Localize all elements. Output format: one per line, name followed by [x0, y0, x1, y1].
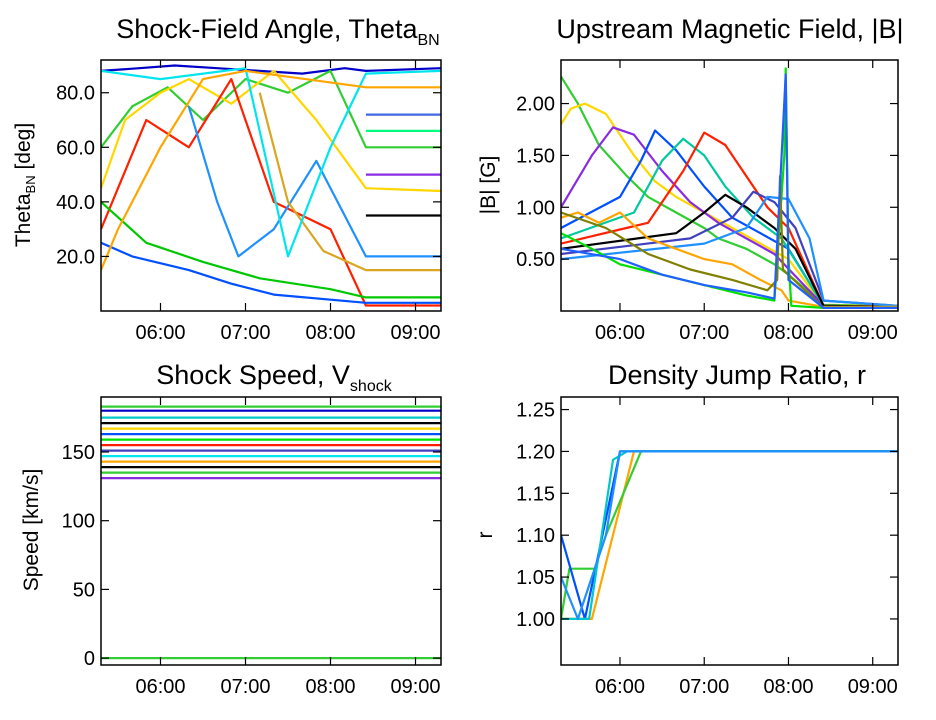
series-line — [561, 67, 898, 309]
y-tick-label: 1.00 — [516, 197, 555, 219]
x-tick-label: 07:00 — [220, 676, 270, 698]
plot-frame — [100, 59, 442, 312]
series-line — [561, 137, 898, 308]
tick-layer: 06:00 07:00 08:00 09:00 20.0 40.0 60.0 80.0 — [56, 60, 441, 344]
x-tick-label: 06:00 — [135, 322, 185, 344]
y-axis-label: ThetaBN [deg] — [12, 123, 38, 247]
x-tick-label: 08:00 — [763, 322, 813, 344]
data-layer — [101, 405, 441, 660]
y-axis-label: r — [474, 532, 497, 539]
plot-area: 06:00 07:00 08:00 09:00 0.50 1.00 1.50 2.00 — [516, 59, 899, 344]
x-tick-label: 08:00 — [305, 676, 355, 698]
data-layer — [101, 64, 441, 307]
x-tick-label: 09:00 — [390, 322, 440, 344]
y-tick-label: 40.0 — [56, 192, 95, 214]
x-tick-label: 06:00 — [595, 676, 645, 698]
x-tick-label: 09:00 — [848, 322, 898, 344]
y-tick-label: 1.05 — [516, 567, 555, 589]
y-tick-label: 20.0 — [56, 246, 95, 268]
series-line — [101, 69, 441, 271]
y-tick-label: 1.15 — [516, 483, 555, 505]
y-axis-label: Speed [km/s] — [20, 469, 43, 592]
plot-frame — [560, 59, 899, 312]
y-axis-label: |B| [G] — [477, 156, 500, 215]
x-tick-label: 07:00 — [679, 322, 729, 344]
series-line — [101, 201, 441, 299]
y-tick-label: 0 — [84, 648, 95, 670]
y-tick-label: 60.0 — [56, 137, 95, 159]
x-tick-label: 09:00 — [390, 676, 440, 698]
series-line — [258, 92, 441, 272]
y-tick-label: 0.50 — [516, 249, 555, 271]
plot-frame — [560, 396, 899, 666]
series-line — [561, 175, 898, 309]
series-line — [561, 73, 898, 309]
series-line — [101, 64, 441, 75]
chart-title: Upstream Magnetic Field, |B| — [556, 14, 903, 44]
x-tick-label: 08:00 — [305, 322, 355, 344]
tick-layer: 06:00 07:00 08:00 09:00 0 50 100 150 — [62, 397, 441, 698]
y-tick-label: 50 — [73, 579, 95, 601]
x-tick-label: 07:00 — [679, 676, 729, 698]
x-tick-label: 07:00 — [220, 322, 270, 344]
series-line — [561, 195, 898, 307]
tick-layer: 06:00 07:00 08:00 09:00 0.50 1.00 1.50 2.00 — [516, 60, 898, 344]
series-line — [561, 190, 898, 307]
panel-magnetic-field: Upstream Magnetic Field, |B| |B| [G] 06:… — [477, 14, 904, 344]
y-tick-label: 150 — [62, 442, 95, 464]
series-line — [101, 69, 441, 149]
plot-area: 06:00 07:00 08:00 09:00 0 50 100 150 — [62, 396, 442, 698]
y-tick-label: 100 — [62, 511, 95, 533]
panel-theta-bn: Shock-Field Angle, ThetaBN ThetaBN [deg]… — [12, 14, 442, 344]
chart-title: Shock Speed, Vshock — [156, 360, 392, 395]
y-tick-label: 1.00 — [516, 609, 555, 631]
plot-area: 06:00 07:00 08:00 09:00 1.00 1.05 1.10 1.15 1.20… — [516, 396, 899, 698]
plot-area: 06:00 07:00 08:00 09:00 20.0 40.0 60.0 80.0 — [56, 59, 442, 344]
x-tick-label: 06:00 — [135, 676, 185, 698]
y-tick-label: 1.10 — [516, 525, 555, 547]
series-line — [187, 106, 441, 258]
x-tick-label: 08:00 — [763, 676, 813, 698]
x-tick-label: 09:00 — [848, 676, 898, 698]
series-line — [561, 450, 898, 620]
chart-title: Density Jump Ratio, r — [608, 360, 866, 390]
y-tick-label: 1.50 — [516, 145, 555, 167]
series-line — [561, 450, 898, 620]
series-line — [561, 102, 898, 307]
series-line — [101, 67, 441, 258]
x-tick-label: 06:00 — [595, 322, 645, 344]
series-line — [561, 131, 898, 308]
chart-title: Shock-Field Angle, ThetaBN — [116, 14, 439, 49]
series-line — [101, 69, 441, 193]
series-line — [561, 126, 898, 308]
data-layer — [561, 67, 898, 309]
data-layer — [561, 450, 898, 620]
series-line — [561, 211, 898, 308]
panel-shock-speed: Shock Speed, Vshock Speed [km/s] 06:00 07… — [20, 360, 442, 698]
y-tick-label: 80.0 — [56, 83, 95, 105]
series-line — [561, 193, 898, 308]
series-line — [101, 241, 441, 304]
y-tick-label: 2.00 — [516, 94, 555, 116]
panel-density-jump: Density Jump Ratio, r r 06:00 07:00 08:00 0… — [474, 360, 899, 698]
tick-layer: 06:00 07:00 08:00 09:00 1.00 1.05 1.10 1.15 1.20… — [516, 397, 898, 698]
series-line — [101, 78, 441, 307]
plot-frame — [100, 396, 442, 666]
y-tick-label: 1.20 — [516, 441, 555, 463]
y-tick-label: 1.25 — [516, 400, 555, 422]
